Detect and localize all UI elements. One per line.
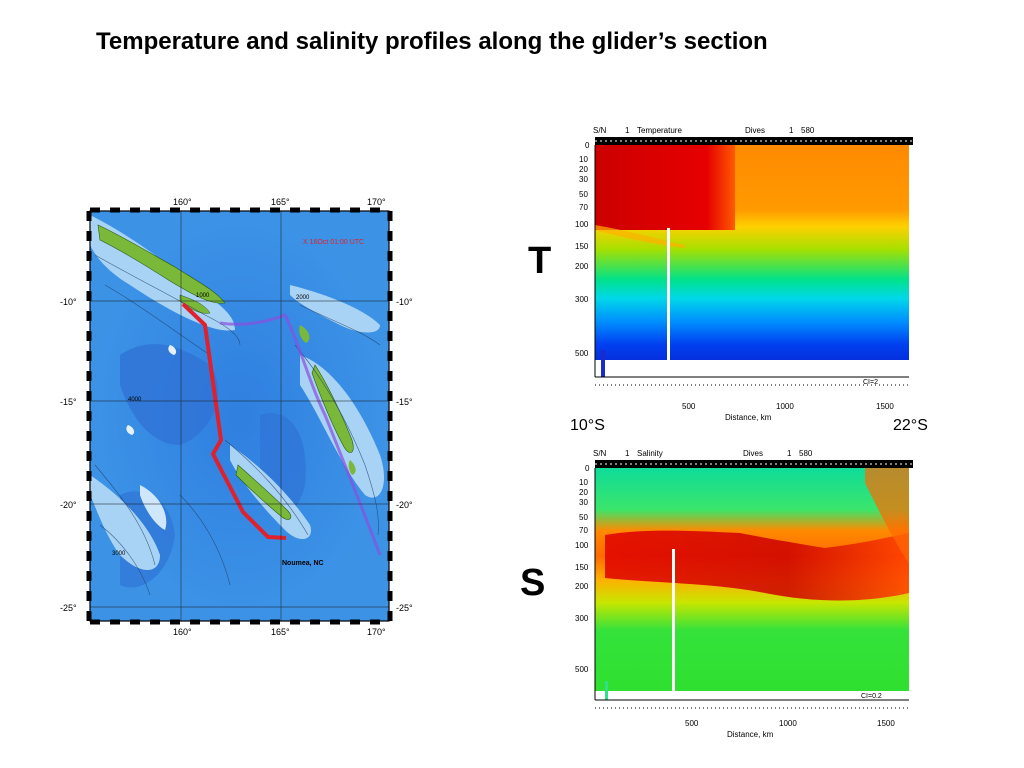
- contour-label: 1000: [196, 293, 210, 299]
- depth-tick: 100: [575, 220, 589, 229]
- data-gap: [667, 228, 670, 377]
- vanuatu: [311, 364, 354, 453]
- depth-tick: 20: [579, 165, 588, 174]
- distance-axis-label: Distance, km: [727, 730, 774, 739]
- depth-tick: 20: [579, 488, 588, 497]
- depth-tick: 30: [579, 175, 588, 184]
- distance-tick: 1500: [877, 719, 895, 728]
- header-sn-value: 1: [625, 126, 630, 135]
- lat-label: -10°: [60, 297, 77, 307]
- header-dives-start: 1: [787, 449, 792, 458]
- section-end-latitude: 22°S: [893, 417, 928, 434]
- depth-tick: 0: [585, 141, 590, 150]
- lat-label: -15°: [396, 397, 413, 407]
- distance-tick: 1000: [776, 402, 794, 411]
- depth-tick: 30: [579, 498, 588, 507]
- header-sn: S/N: [593, 449, 607, 458]
- solomon-islands: [97, 224, 226, 304]
- salinity-label: S: [520, 562, 546, 604]
- lat-label: -20°: [60, 500, 77, 510]
- temperature-section-chart: S/N 1 Temperature Dives 1 580 0 10 20 30…: [575, 126, 913, 422]
- depth-tick: 70: [579, 526, 588, 535]
- salinity-section-chart: S/N 1 Salinity Dives 1 580 0 10 20 30 50…: [575, 449, 913, 739]
- header-sn: S/N: [593, 126, 607, 135]
- header-dives-end: 580: [801, 126, 815, 135]
- depth-tick: 500: [575, 349, 589, 358]
- lon-label: 160°: [173, 627, 192, 635]
- lon-label: 160°: [173, 197, 192, 207]
- header-dives-end: 580: [799, 449, 813, 458]
- map-timestamp: X 16Oct 01:00 UTC: [303, 239, 364, 246]
- header-dives: Dives: [745, 126, 765, 135]
- temperature-label: T: [528, 240, 552, 282]
- header-dives-start: 1: [789, 126, 794, 135]
- slide-title: Temperature and salinity profiles along …: [96, 28, 768, 55]
- lat-label: -15°: [60, 397, 77, 407]
- place-label: Noumea, NC: [282, 560, 324, 567]
- lat-label: -10°: [396, 297, 413, 307]
- lat-label: -20°: [396, 500, 413, 510]
- depth-tick: 300: [575, 614, 589, 623]
- lon-label: 170°: [367, 627, 386, 635]
- lon-label: 165°: [271, 197, 290, 207]
- distance-tick: 500: [685, 719, 699, 728]
- depth-tick: 300: [575, 295, 589, 304]
- lat-label: -25°: [396, 603, 413, 613]
- bathymetry-map: 160° 165° 170° 160° 165° 170° -10° -15° …: [60, 197, 413, 635]
- depth-tick: 0: [585, 464, 590, 473]
- depth-tick: 200: [575, 262, 589, 271]
- distance-axis-label: Distance, km: [725, 413, 772, 422]
- contour-label: 2000: [296, 295, 310, 301]
- new-caledonia: [235, 464, 292, 520]
- depth-tick: 10: [579, 155, 588, 164]
- depth-tick: 100: [575, 541, 589, 550]
- salty-core: [605, 530, 909, 601]
- depth-tick: 150: [575, 563, 589, 572]
- contour-label: 4000: [128, 397, 142, 403]
- distance-tick: 1500: [876, 402, 894, 411]
- header-sn-value: 1: [625, 449, 630, 458]
- depth-tick: 70: [579, 203, 588, 212]
- header-dives: Dives: [743, 449, 763, 458]
- depth-tick: 200: [575, 582, 589, 591]
- contour-interval: CI=2: [863, 379, 878, 386]
- lat-label: -25°: [60, 603, 77, 613]
- data-gap: [672, 549, 675, 700]
- depth-tick: 500: [575, 665, 589, 674]
- contour-interval: CI=0.2: [861, 693, 882, 700]
- header-variable: Salinity: [637, 449, 663, 458]
- lon-label: 165°: [271, 627, 290, 635]
- glider-track: [181, 302, 287, 540]
- distance-tick: 1000: [779, 719, 797, 728]
- lon-label: 170°: [367, 197, 386, 207]
- depth-tick: 150: [575, 242, 589, 251]
- section-start-latitude: 10°S: [570, 417, 605, 434]
- depth-tick: 50: [579, 190, 588, 199]
- distance-tick: 500: [682, 402, 696, 411]
- contour-label: 3000: [112, 551, 126, 557]
- warm-layer: [595, 145, 735, 230]
- depth-tick: 50: [579, 513, 588, 522]
- header-variable: Temperature: [637, 126, 682, 135]
- depth-tick: 10: [579, 478, 588, 487]
